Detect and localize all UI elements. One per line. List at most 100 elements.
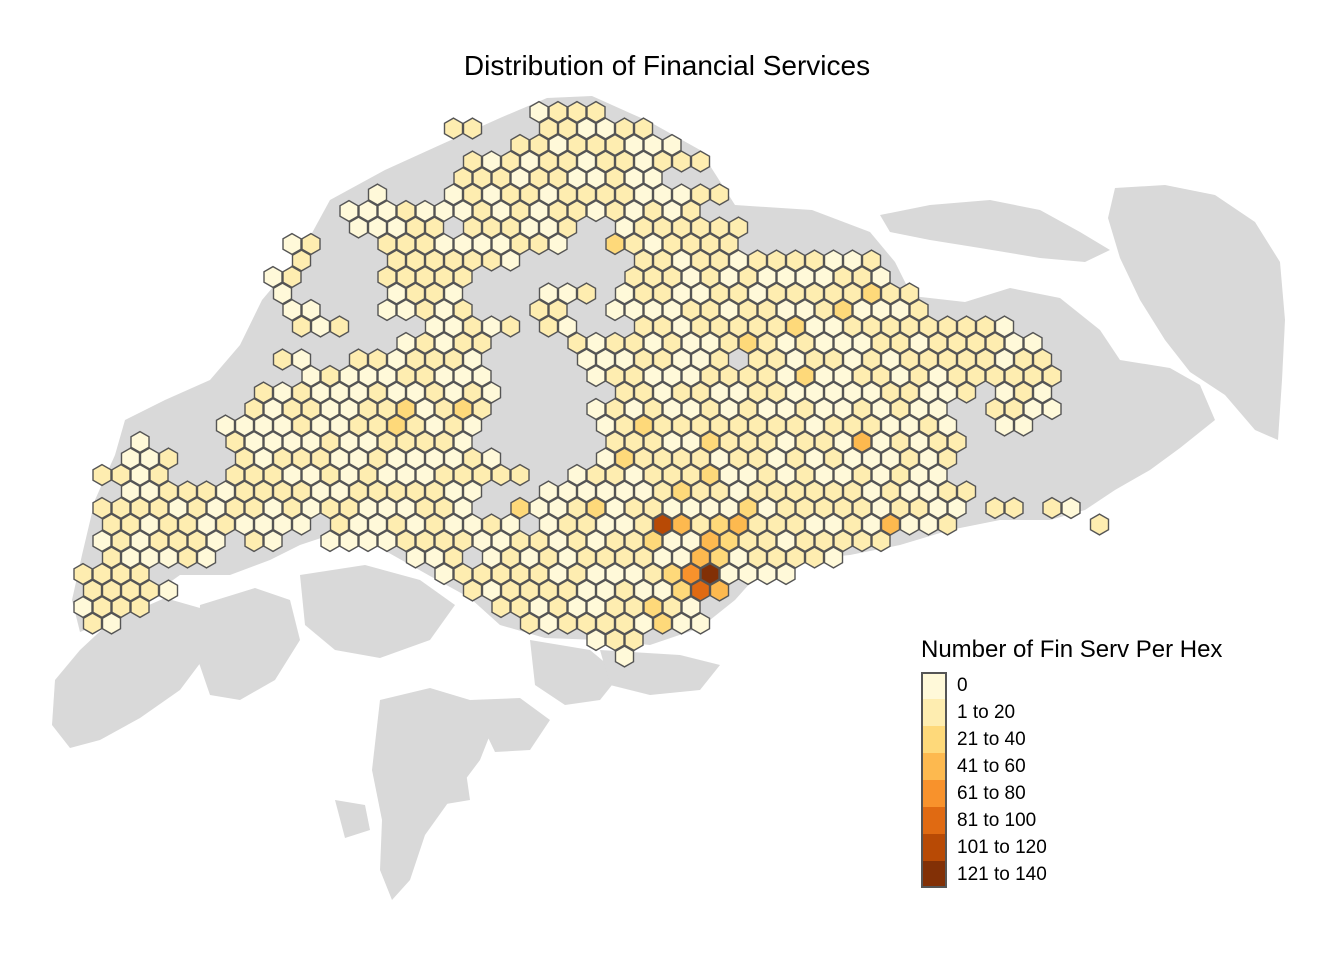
hex-cell: [662, 463, 682, 487]
hex-cell: [690, 579, 711, 602]
hex-cell: [168, 496, 188, 520]
hex-cell: [595, 414, 616, 437]
hex-cell: [671, 381, 692, 404]
hex-cell: [814, 298, 834, 322]
hex-cell: [548, 595, 568, 619]
hex-cell: [149, 496, 169, 520]
hex-cell: [690, 414, 711, 437]
hex-cell: [282, 265, 302, 289]
hex-cell: [804, 249, 825, 272]
hex-cell: [966, 364, 986, 388]
hex-cell: [795, 397, 815, 421]
hex-cell: [662, 331, 682, 355]
legend-label: 41 to 60: [957, 755, 1026, 777]
hex-cell: [804, 315, 825, 338]
hex-cell: [510, 595, 530, 619]
hex-cell: [785, 546, 806, 569]
legend-classes: 0 1 to 20 21 to 40 41 to 60 61 to 80 81 …: [921, 672, 1222, 888]
hex-cell: [947, 496, 967, 520]
hex-cell: [538, 513, 559, 536]
hex-cell: [814, 529, 834, 553]
hex-cell: [424, 348, 445, 371]
hex-cell: [481, 579, 502, 602]
hex-cell: [538, 183, 559, 206]
legend-label: 121 to 140: [957, 863, 1047, 885]
hex-cell: [158, 480, 179, 503]
hex-cell: [652, 381, 673, 404]
hex-cell: [538, 480, 559, 503]
hex-cell: [348, 414, 369, 437]
hex-cell: [738, 496, 758, 520]
hex-cell: [301, 298, 321, 322]
hex-cell: [643, 595, 663, 619]
hex-cell: [510, 199, 530, 223]
hex-cell: [899, 315, 920, 338]
hex-cell: [605, 331, 625, 355]
hex-cell: [149, 529, 169, 553]
hex-cell: [548, 496, 568, 520]
hex-cell: [624, 133, 644, 157]
hex-cell: [453, 529, 473, 553]
hex-cell: [548, 199, 568, 223]
hex-cell: [899, 513, 920, 536]
hex-cell: [690, 150, 711, 173]
hex-cell: [396, 463, 416, 487]
hex-cell: [310, 480, 331, 503]
hex-cell: [624, 298, 644, 322]
hex-cell: [842, 447, 863, 470]
hex-cell: [291, 348, 312, 371]
hex-cell: [1004, 364, 1024, 388]
hex-cell: [871, 496, 891, 520]
hex-cell: [377, 364, 397, 388]
hex-cell: [804, 447, 825, 470]
hex-cell: [643, 496, 663, 520]
hex-cell: [975, 315, 996, 338]
hex-cell: [643, 430, 663, 454]
hex-cell: [614, 183, 635, 206]
hex-cell: [519, 579, 540, 602]
hex-cell: [291, 249, 312, 272]
hex-cell: [956, 381, 977, 404]
hex-cell: [633, 513, 654, 536]
hex-cell: [804, 480, 825, 503]
hex-cell: [377, 430, 397, 454]
legend-swatch: [921, 834, 947, 861]
hex-cell: [709, 348, 730, 371]
hex-cell: [681, 364, 701, 388]
hex-cell: [937, 414, 958, 437]
hex-cell: [662, 199, 682, 223]
hex-cell: [453, 364, 473, 388]
hex-cell: [823, 249, 844, 272]
hex-cell: [263, 496, 283, 520]
hex-cell: [272, 348, 293, 371]
hex-cell: [377, 529, 397, 553]
hex-cell: [548, 166, 568, 190]
hex-cell: [462, 117, 483, 140]
hex-cell: [434, 364, 454, 388]
hex-cell: [814, 496, 834, 520]
hex-cell: [234, 513, 255, 536]
hex-cell: [728, 513, 749, 536]
hex-cell: [747, 513, 768, 536]
hex-cell: [833, 298, 853, 322]
hex-cell: [681, 331, 701, 355]
hex-cell: [1061, 496, 1081, 520]
hex-cell: [92, 595, 112, 619]
hex-cell: [282, 430, 302, 454]
hex-cell: [538, 117, 559, 140]
hex-cell: [567, 529, 587, 553]
hex-cell: [633, 282, 654, 305]
hex-cell: [206, 529, 226, 553]
hex-cell: [405, 414, 426, 437]
hex-cell: [738, 463, 758, 487]
legend-label: 1 to 20: [957, 701, 1016, 723]
legend: Number of Fin Serv Per Hex 0 1 to 20 21 …: [921, 636, 1222, 888]
hex-cell: [918, 447, 939, 470]
hex-cell: [633, 546, 654, 569]
hex-cell: [263, 430, 283, 454]
hex-cell: [614, 513, 635, 536]
hex-cell: [890, 430, 910, 454]
legend-swatch: [921, 780, 947, 807]
hex-cell: [880, 381, 901, 404]
hex-cell: [728, 249, 749, 272]
